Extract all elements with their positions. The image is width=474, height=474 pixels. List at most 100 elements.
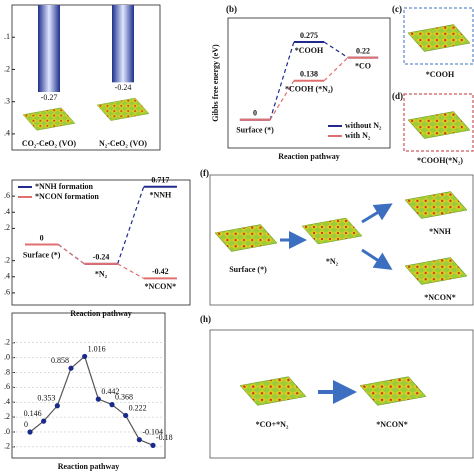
connector bbox=[117, 186, 145, 265]
connector bbox=[323, 41, 349, 59]
panel-label: (c) bbox=[392, 4, 402, 14]
x-tick-label: Surface (*) bbox=[236, 126, 274, 135]
value-label: -0.18 bbox=[156, 433, 173, 442]
frame bbox=[209, 174, 474, 306]
value-label: 0 bbox=[40, 233, 44, 242]
value-label: 0 bbox=[24, 420, 28, 429]
y-axis-label: Gibbs free energy (eV) bbox=[211, 44, 220, 122]
value-label: 0.717 bbox=[151, 176, 169, 185]
x-tick-label: Surface (*) bbox=[23, 250, 61, 259]
value-label: 0.353 bbox=[37, 394, 55, 403]
frame bbox=[403, 7, 474, 65]
y-tick-label: .2 bbox=[4, 255, 10, 264]
value-label: -0.24 bbox=[93, 253, 110, 262]
panel-label: (h) bbox=[200, 314, 211, 324]
y-tick-label: .6 bbox=[4, 191, 10, 200]
plot-frame bbox=[227, 17, 391, 149]
y-tick-label: .4 bbox=[4, 397, 10, 406]
panel-label: (f) bbox=[200, 168, 209, 178]
arrow bbox=[361, 248, 393, 270]
value-label: 0.442 bbox=[101, 387, 119, 396]
caption: *N₂ bbox=[326, 257, 339, 266]
plot-frame bbox=[11, 179, 191, 306]
panel-label: (b) bbox=[226, 4, 237, 14]
y-tick-label: .8 bbox=[4, 367, 10, 376]
marker bbox=[95, 396, 101, 402]
connector bbox=[117, 263, 145, 279]
connector bbox=[269, 41, 295, 120]
caption: *COOH bbox=[426, 70, 455, 79]
legend-label: with N₂ bbox=[345, 131, 371, 140]
y-tick-label: .2 bbox=[4, 223, 10, 232]
marker bbox=[68, 365, 74, 371]
legend-label: *NNH formation bbox=[35, 182, 94, 191]
y-tick-label: .3 bbox=[4, 96, 10, 105]
value-label: 0.858 bbox=[51, 356, 69, 365]
panel-label: (d) bbox=[392, 91, 403, 101]
slab bbox=[23, 107, 75, 131]
slab bbox=[405, 191, 467, 219]
y-tick-label: .2 bbox=[4, 338, 10, 347]
point-label: *COOH (*N₂) bbox=[285, 85, 333, 94]
x-axis-label: Reaction pathway bbox=[278, 152, 340, 161]
value-label: 0.138 bbox=[300, 70, 318, 79]
point-label: *COOH bbox=[295, 46, 324, 55]
frame bbox=[403, 93, 474, 152]
bar bbox=[38, 5, 60, 92]
y-tick-label: .2 bbox=[4, 64, 10, 73]
y-tick-label: .1 bbox=[4, 32, 10, 41]
value-label: -0.27 bbox=[41, 93, 58, 102]
bar bbox=[112, 5, 134, 83]
value-label: -0.42 bbox=[152, 267, 169, 276]
point-label: *CO bbox=[355, 61, 371, 70]
y-tick-label: .4 bbox=[4, 272, 10, 281]
x-tick-label: *N₂ bbox=[95, 270, 108, 279]
connector bbox=[57, 244, 85, 265]
y-tick-label: .6 bbox=[4, 382, 10, 391]
y-tick-label: .4 bbox=[4, 207, 10, 216]
y-tick-label: .6 bbox=[4, 288, 10, 297]
value-label: 1.016 bbox=[88, 344, 106, 353]
y-tick-label: .0 bbox=[4, 352, 10, 361]
value-label: 0.275 bbox=[300, 31, 318, 40]
caption: *NCON* bbox=[376, 420, 408, 429]
marker bbox=[82, 353, 88, 360]
caption: *COOH(*N₂) bbox=[417, 156, 463, 165]
slab bbox=[302, 217, 362, 245]
legend-label: *NCON formation bbox=[35, 192, 99, 201]
x-tick-label: CO₂-CeO₂ (VO) bbox=[22, 139, 77, 148]
point-label: *NNH bbox=[149, 191, 172, 200]
marker bbox=[150, 442, 156, 448]
value-label: 0 bbox=[253, 109, 257, 118]
slab bbox=[408, 111, 470, 139]
value-label: -0.24 bbox=[115, 83, 132, 92]
plot-frame bbox=[11, 4, 161, 151]
slab bbox=[360, 376, 426, 406]
slab bbox=[215, 224, 277, 252]
x-axis-label: Reaction pathway bbox=[58, 462, 120, 471]
frame bbox=[209, 329, 474, 459]
marker bbox=[109, 402, 115, 408]
value-label: 0.22 bbox=[356, 46, 370, 55]
connector bbox=[323, 57, 349, 82]
caption: *NCON* bbox=[424, 293, 456, 302]
plot-frame bbox=[11, 312, 166, 459]
marker bbox=[41, 418, 47, 424]
marker bbox=[27, 429, 33, 435]
y-tick-label: .2 bbox=[4, 412, 10, 421]
marker bbox=[123, 412, 129, 419]
marker bbox=[136, 437, 142, 443]
x-tick-label: N₂-CeO₂ (VO) bbox=[99, 139, 147, 148]
slab bbox=[97, 97, 149, 121]
point-label: *NCON* bbox=[145, 282, 177, 291]
value-label: 0.368 bbox=[115, 392, 133, 401]
caption: *NNH bbox=[429, 227, 452, 236]
slab bbox=[240, 376, 306, 406]
value-label: 0.222 bbox=[129, 403, 147, 412]
value-label: -0.104 bbox=[142, 428, 163, 437]
y-tick-label: .4 bbox=[4, 129, 10, 138]
y-tick-label: .2 bbox=[4, 442, 10, 451]
value-label: 0.146 bbox=[24, 409, 42, 418]
line bbox=[29, 355, 154, 446]
